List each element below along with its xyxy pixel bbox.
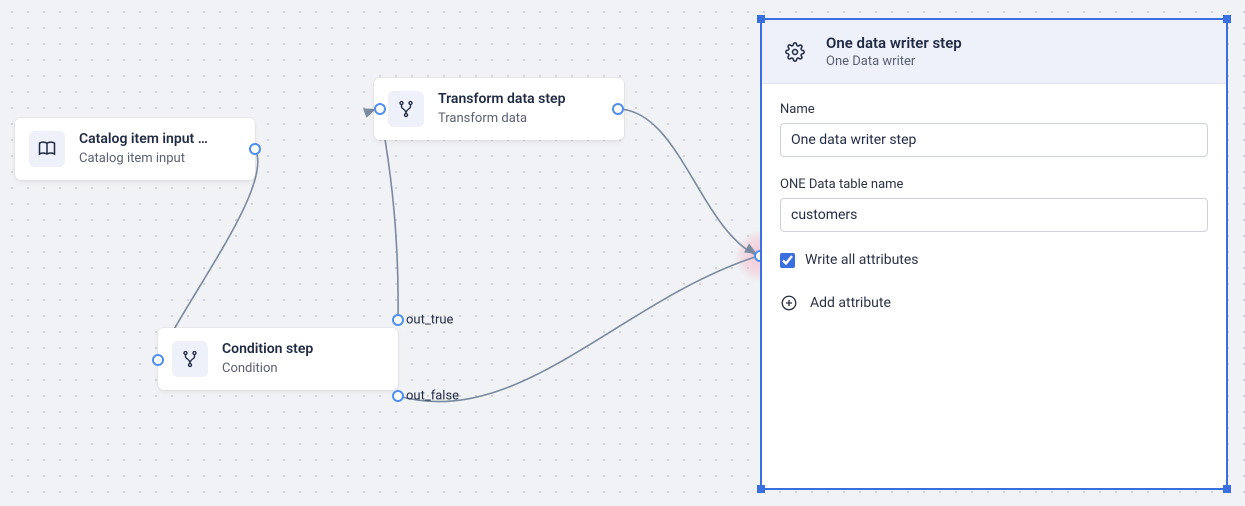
write-all-checkbox-input[interactable]: [780, 253, 795, 268]
node-properties-panel[interactable]: One data writer step One Data writer Nam…: [760, 18, 1228, 490]
resize-handle-ne[interactable]: [1223, 15, 1231, 23]
resize-handle-nw[interactable]: [757, 15, 765, 23]
node-title: Catalog item input …: [79, 130, 208, 148]
write-all-label: Write all attributes: [805, 252, 919, 268]
port-label-out_false: out_false: [406, 389, 459, 404]
table-name-input[interactable]: [780, 198, 1208, 232]
branch-icon: [172, 341, 208, 377]
node-subtitle: Transform data: [438, 111, 565, 128]
node-title: Transform data step: [438, 90, 565, 108]
panel-header: One data writer step One Data writer: [762, 20, 1226, 84]
node-subtitle: Condition: [222, 361, 313, 378]
write-all-attributes-checkbox[interactable]: Write all attributes: [780, 252, 1208, 268]
panel-subtitle: One Data writer: [826, 54, 962, 69]
book-icon: [29, 131, 65, 167]
resize-handle-sw[interactable]: [757, 485, 765, 493]
name-label: Name: [780, 102, 1208, 117]
branch-icon: [388, 91, 424, 127]
node-catalog-item-input[interactable]: Catalog item input … Catalog item input: [15, 118, 255, 180]
panel-title: One data writer step: [826, 34, 962, 52]
node-title: Condition step: [222, 340, 313, 358]
port-label-out_true: out_true: [406, 313, 453, 328]
resize-handle-se[interactable]: [1223, 485, 1231, 493]
name-input[interactable]: [780, 123, 1208, 157]
node-condition[interactable]: Condition step Condition: [158, 328, 398, 390]
gear-icon: [780, 37, 810, 67]
table-name-label: ONE Data table name: [780, 177, 1208, 192]
add-attribute-button[interactable]: Add attribute: [780, 290, 1208, 316]
node-transform-data[interactable]: Transform data step Transform data: [374, 78, 624, 140]
add-attribute-label: Add attribute: [810, 295, 891, 311]
node-subtitle: Catalog item input: [79, 151, 208, 168]
plus-circle-icon: [780, 294, 798, 312]
